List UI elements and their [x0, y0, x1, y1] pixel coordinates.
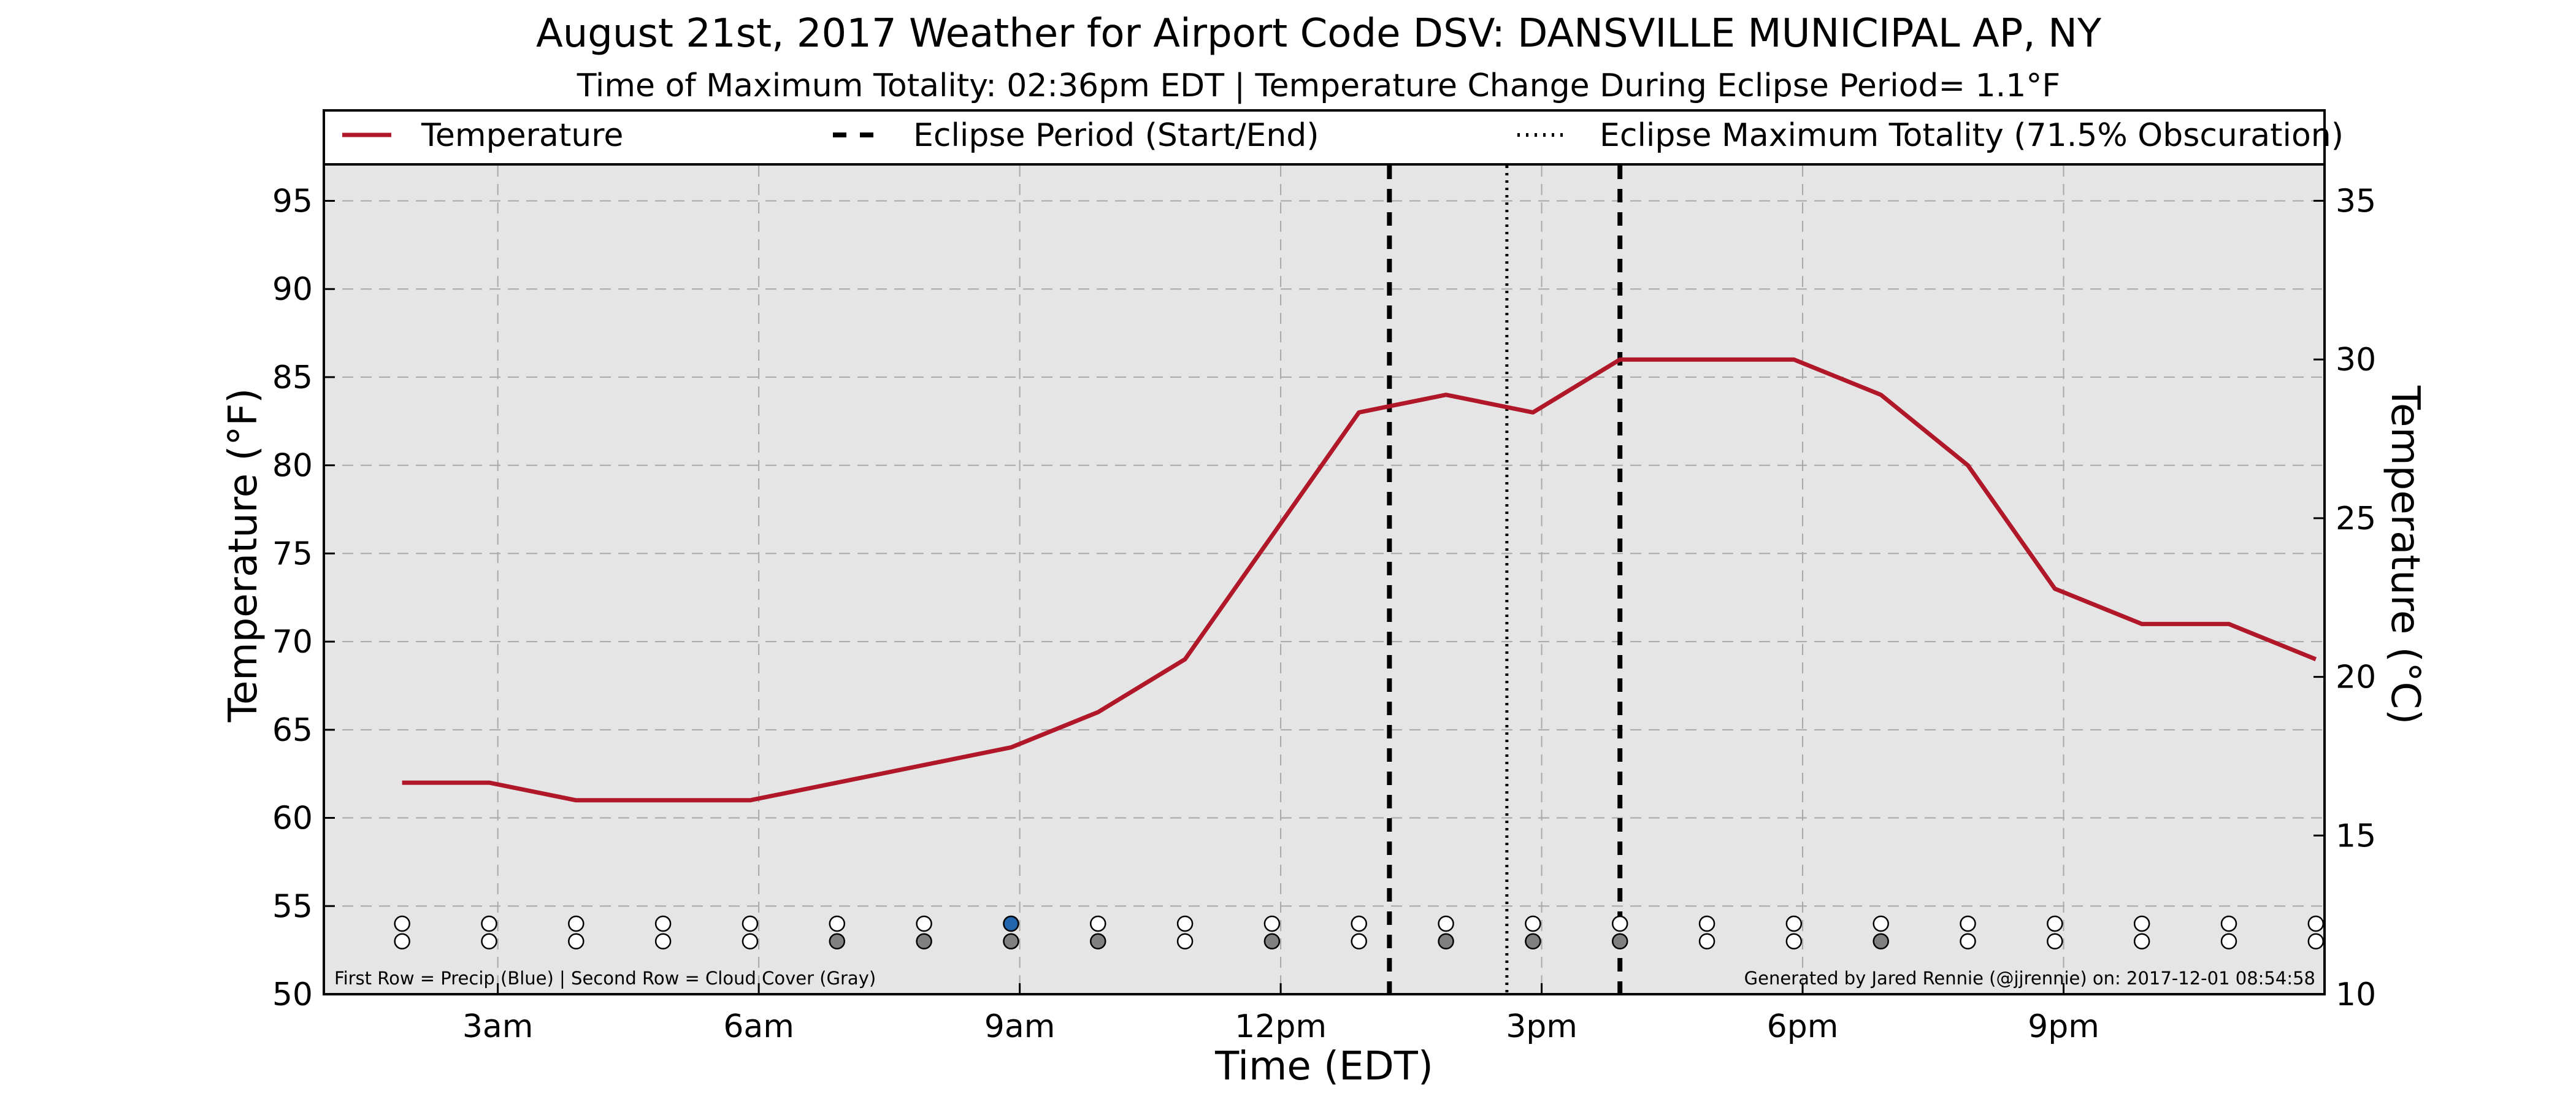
- precip-marker: [2220, 915, 2237, 932]
- precip-marker: [742, 915, 759, 932]
- x-axis: 3am 6am 9am 12pm 3pm 6pm 9pm: [462, 983, 2099, 1045]
- y-tick-label-right: 15: [2336, 818, 2376, 854]
- x-tick-label: 9am: [984, 1008, 1056, 1045]
- precip-marker: [1611, 915, 1628, 932]
- y-tick-label: 90: [272, 271, 313, 308]
- precip-marker: [1003, 915, 1019, 932]
- y-tick-label-right: 25: [2336, 500, 2376, 537]
- cloud-marker: [654, 933, 672, 950]
- precip-marker: [654, 915, 672, 932]
- temperature-line: [402, 357, 2317, 803]
- legend-temperature-label: Temperature: [421, 117, 623, 154]
- cloud-marker: [2307, 933, 2325, 950]
- x-tick-label: 12pm: [1235, 1008, 1327, 1045]
- cloud-marker: [394, 933, 410, 950]
- y-tick-label-right: 10: [2336, 976, 2376, 1013]
- annotation-right: Generated by Jared Rennie (@jjrennie) on…: [1744, 968, 2315, 989]
- cloud-marker: [1351, 933, 1367, 950]
- cloud-marker: [1003, 933, 1019, 950]
- y-tick-label: 60: [272, 800, 313, 837]
- x-tick-label: 6am: [723, 1008, 794, 1045]
- x-tick-label: 3pm: [1506, 1008, 1577, 1045]
- y-tick-label-right: 20: [2336, 659, 2376, 696]
- precip-marker: [2133, 915, 2150, 932]
- cloud-marker: [916, 933, 932, 950]
- precip-marker: [2047, 915, 2063, 932]
- y-tick-label: 95: [272, 183, 313, 220]
- precip-marker: [1960, 915, 1976, 932]
- precip-marker: [1525, 915, 1541, 932]
- plot-area: [324, 166, 2325, 994]
- precip-marker: [568, 915, 585, 932]
- y-tick-label-right: 30: [2336, 342, 2376, 378]
- cloud-marker: [1785, 933, 1803, 950]
- plot-frame: [323, 109, 2326, 995]
- precip-marker: [1176, 915, 1194, 932]
- cloud-marker: [1263, 933, 1281, 950]
- cloud-marker: [1176, 933, 1194, 950]
- y-axis-label-left: Temperature (°F): [221, 388, 266, 723]
- cloud-marker: [2220, 933, 2237, 950]
- cloud-marker: [742, 933, 759, 950]
- annotation-left: First Row = Precip (Blue) | Second Row =…: [334, 968, 876, 989]
- precip-marker: [2307, 915, 2325, 932]
- precip-marker: [1873, 915, 1889, 932]
- chart-title: August 21st, 2017 Weather for Airport Co…: [536, 11, 2102, 56]
- y-tick-label: 55: [272, 888, 313, 925]
- y-axis-left: 50 55 60 65 70 75 80 85 90 95: [272, 183, 335, 1013]
- precip-marker: [1438, 915, 1454, 932]
- x-tick-label: 3am: [462, 1008, 534, 1045]
- precip-marker: [394, 915, 410, 932]
- cloud-marker: [1698, 933, 1715, 950]
- legend-eclipse-period-label: Eclipse Period (Start/End): [913, 117, 1319, 154]
- precip-marker: [1263, 915, 1281, 932]
- cloud-marker: [829, 933, 846, 950]
- precip-marker: [829, 915, 846, 932]
- x-tick-label: 9pm: [2028, 1008, 2099, 1045]
- legend: Temperature Eclipse Period (Start/End) E…: [324, 117, 2344, 166]
- cloud-marker: [1960, 933, 1976, 950]
- y-axis-right: 10 15 20 25 30 35: [2313, 183, 2376, 1013]
- x-tick-label: 6pm: [1767, 1008, 1839, 1045]
- x-axis-label: Time (EDT): [1214, 1044, 1433, 1089]
- cloud-marker: [1090, 933, 1106, 950]
- cloud-marker: [481, 933, 497, 950]
- cloud-marker: [1611, 933, 1628, 950]
- chart-subtitle: Time of Maximum Totality: 02:36pm EDT | …: [577, 67, 2060, 104]
- precip-marker: [1698, 915, 1715, 932]
- legend-eclipse-max-label: Eclipse Maximum Totality (71.5% Obscurat…: [1600, 117, 2344, 154]
- marker-rows: [394, 915, 2325, 950]
- y-tick-label: 80: [272, 448, 313, 485]
- y-axis-label-right: Temperature (°C): [2382, 385, 2428, 724]
- y-tick-label-right: 35: [2336, 183, 2376, 220]
- grid: [324, 166, 2325, 994]
- series-layer: [402, 357, 2317, 803]
- cloud-marker: [2047, 933, 2063, 950]
- y-tick-label: 70: [272, 624, 313, 661]
- precip-marker: [481, 915, 497, 932]
- precip-marker: [1785, 915, 1803, 932]
- precip-marker: [1351, 915, 1367, 932]
- precip-marker: [916, 915, 932, 932]
- y-tick-label: 65: [272, 712, 313, 749]
- cloud-marker: [1873, 933, 1889, 950]
- cloud-marker: [2133, 933, 2150, 950]
- y-tick-label: 85: [272, 359, 313, 396]
- cloud-marker: [1438, 933, 1454, 950]
- y-tick-label: 75: [272, 535, 313, 572]
- cloud-marker: [568, 933, 585, 950]
- eclipse-lines: [1387, 166, 1623, 994]
- cloud-marker: [1525, 933, 1541, 950]
- precip-marker: [1090, 915, 1106, 932]
- y-tick-label: 50: [272, 976, 313, 1013]
